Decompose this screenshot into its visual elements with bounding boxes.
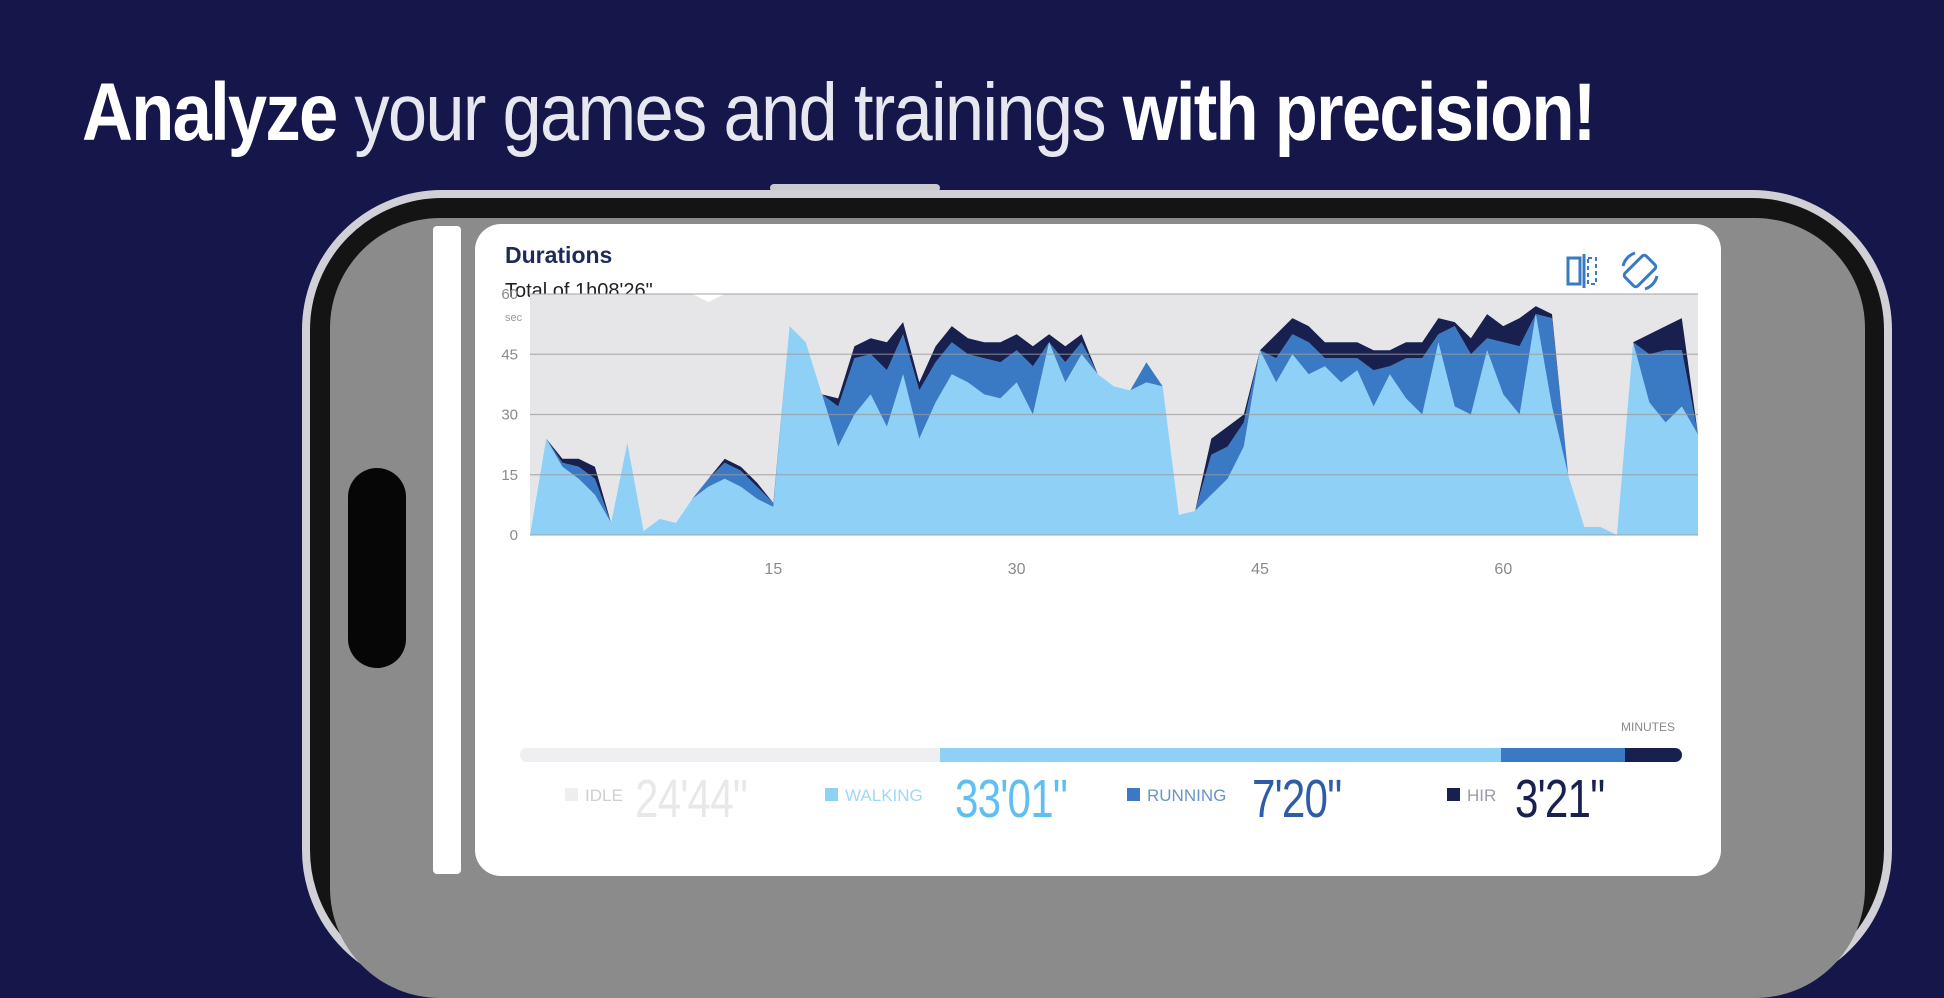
x-axis-label: MINUTES (1621, 720, 1675, 734)
compare-icon[interactable] (1560, 246, 1604, 296)
card-title: Durations (505, 242, 613, 268)
y-tick-label: 30 (501, 407, 518, 424)
legend-idle-value: 24'44" (635, 769, 748, 829)
totals-bar-hir (1625, 748, 1682, 762)
headline-middle: your games and trainings (336, 67, 1123, 158)
totals-bar (520, 748, 1682, 762)
walking-swatch (825, 788, 838, 801)
legend-walking-label: WALKING (845, 786, 923, 805)
phone-camera-island (348, 468, 406, 668)
idle-swatch (565, 788, 578, 801)
totals-bar-idle (520, 748, 940, 762)
legend-running-label: RUNNING (1147, 786, 1227, 805)
side-panel-edge (433, 226, 461, 874)
running-swatch (1127, 788, 1140, 801)
legend-walking-value: 33'01" (955, 769, 1068, 829)
headline-end: with precision! (1122, 67, 1597, 158)
y-tick-label: 60 (501, 286, 518, 303)
headline: Analyze your games and trainings with pr… (82, 66, 1597, 160)
series-area-walking (530, 314, 1698, 535)
x-tick-label: 60 (1494, 561, 1512, 578)
legend-idle-label: IDLE (585, 786, 623, 805)
phone-side-button (770, 184, 940, 192)
totals-bar-running (1500, 748, 1626, 762)
hir-swatch (1447, 788, 1460, 801)
durations-chart: 0 15 30 45 60 15 30 45 60 MINUTES (501, 286, 1698, 734)
durations-card: Durations Total of 1h08'26" sec 0 15 30 45 6… (475, 224, 1721, 876)
x-tick-label: 15 (764, 561, 782, 578)
legend-running-value: 7'20" (1252, 769, 1342, 829)
y-tick-label: 45 (501, 346, 518, 363)
x-tick-label: 45 (1251, 561, 1269, 578)
legend-hir-value: 3'21" (1515, 769, 1605, 829)
y-tick-label: 0 (510, 527, 518, 544)
headline-word-analyze: Analyze (82, 67, 338, 158)
totals-bar-walking (939, 748, 1501, 762)
rotate-icon[interactable] (1615, 246, 1659, 296)
x-tick-label: 30 (1008, 561, 1026, 578)
series-area-running (530, 314, 1698, 535)
legend-hir-label: HIR (1467, 786, 1497, 805)
y-unit-label: sec (505, 312, 523, 324)
y-tick-label: 15 (501, 467, 518, 484)
